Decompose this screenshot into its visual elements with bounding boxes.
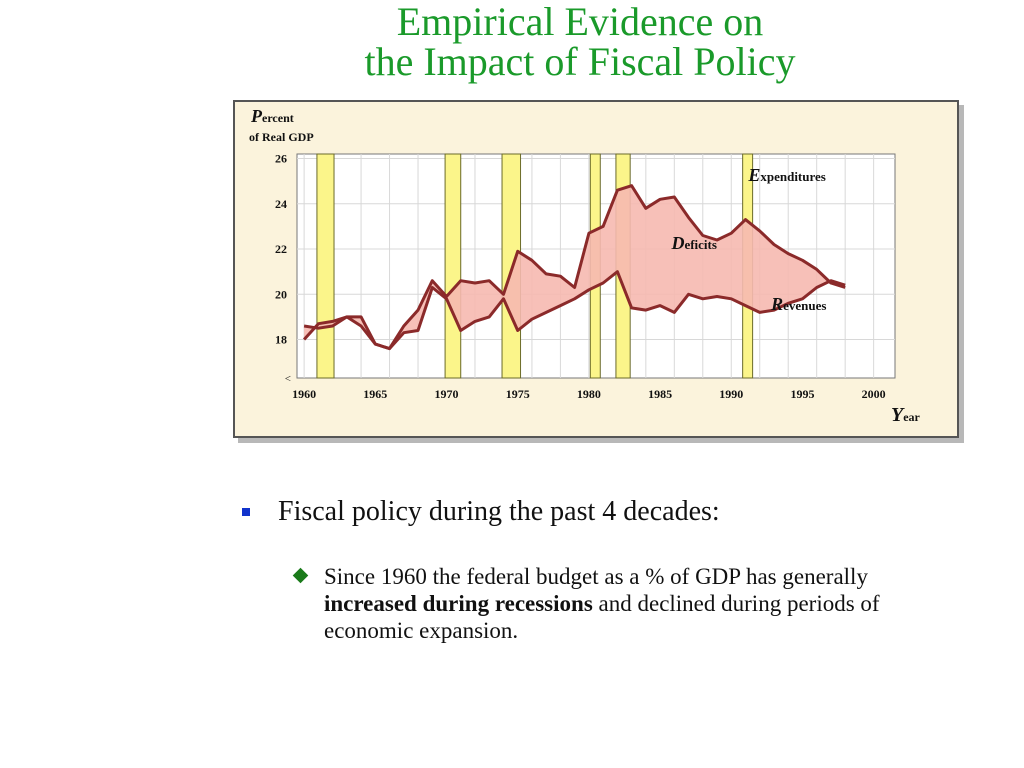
series-annotation: Deficits: [670, 233, 716, 253]
y-tick-label: 26: [275, 152, 287, 166]
diamond-bullet-icon: [292, 567, 309, 584]
slide-title: Empirical Evidence on the Impact of Fisc…: [160, 2, 1000, 82]
square-bullet-icon: [242, 508, 250, 516]
x-tick-label: 1985: [648, 387, 672, 401]
slide-title-line2: the Impact of Fiscal Policy: [364, 39, 796, 84]
series-annotation: Expenditures: [747, 165, 826, 185]
y-axis-label: Percent: [250, 106, 294, 126]
recession-band: [316, 153, 335, 379]
deficit-area: [304, 185, 846, 349]
bullet-text: Fiscal policy during the past 4 decades:: [278, 496, 720, 527]
revenues-line: [303, 270, 846, 351]
bullet-list: Fiscal policy during the past 4 decades:…: [240, 495, 960, 644]
sub-bullet-text-1: Since 1960 the federal budget as a % of …: [324, 564, 868, 589]
x-tick-label: 1965: [363, 387, 387, 401]
sub-bullet-item: Since 1960 the federal budget as a % of …: [292, 563, 934, 644]
bullet-item: Fiscal policy during the past 4 decades:: [240, 495, 960, 529]
sub-bullet-bold-text: increased during recessions: [324, 591, 593, 616]
x-tick-label: 1990: [719, 387, 743, 401]
y-tick-label: 18: [275, 333, 287, 347]
fiscal-chart: 1960 1965 1970 1975 1980 1985 1990 1995 2000 18 20…: [249, 106, 921, 426]
y-tick-label: 22: [275, 242, 287, 256]
x-tick-label: 1975: [506, 387, 530, 401]
sub-bullet-text-2: and declined during periods of economic …: [324, 591, 880, 643]
y-axis-label-line2: of Real GDP: [249, 130, 314, 144]
x-tick-label: 1960: [292, 387, 316, 401]
x-tick-label: 1995: [790, 387, 814, 401]
x-tick-label: 2000: [862, 387, 886, 401]
y-tick-label: 20: [275, 287, 287, 301]
axis-break-mark: <: [285, 373, 291, 385]
x-axis-label: Year: [891, 404, 921, 426]
series-annotation: Revenues: [770, 294, 826, 314]
recession-band: [444, 153, 462, 379]
x-tick-label: 1980: [577, 387, 601, 401]
chart-panel: 1960 1965 1970 1975 1980 1985 1990 1995 2000 18 20…: [233, 100, 959, 438]
slide-title-line1: Empirical Evidence on: [396, 0, 764, 44]
y-tick-label: 24: [275, 197, 287, 211]
x-tick-label: 1970: [435, 387, 459, 401]
